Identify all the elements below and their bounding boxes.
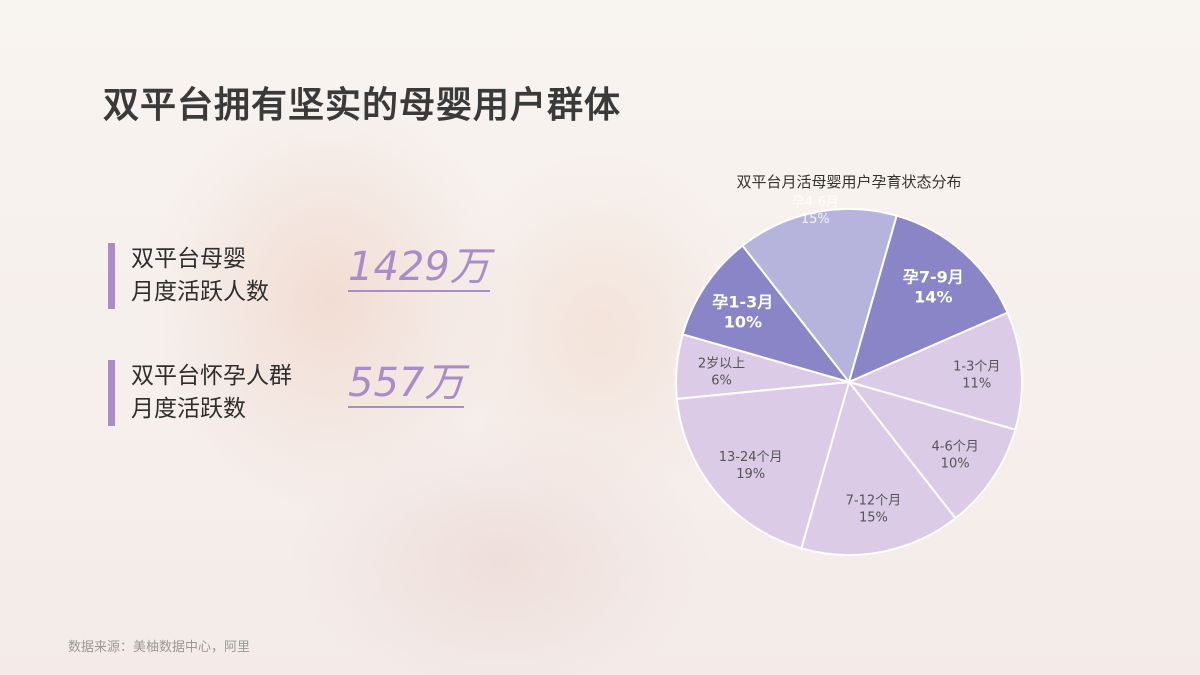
stat-label-line: 月度活跃人数 (131, 279, 269, 305)
slice-category-label: 7-12个月 (846, 494, 902, 509)
slice-percent-label: 6% (711, 373, 732, 388)
slice-category-label: 4-6个月 (932, 440, 979, 455)
slice-percent-label: 15% (859, 511, 888, 526)
slice-category-label: 孕7-9月 (903, 268, 964, 287)
stat-value-pregnancy: 557万 (348, 360, 465, 408)
stat-label-pregnancy: 双平台怀孕人群 月度活跃数 (108, 360, 292, 426)
slice-percent-label: 15% (801, 212, 830, 227)
slice-percent-label: 10% (724, 312, 762, 331)
slice-percent-label: 14% (914, 288, 952, 307)
pie-slice (675, 380, 851, 550)
page-title: 双平台拥有坚实的母婴用户群体 (103, 85, 622, 126)
pie-slice (741, 208, 898, 385)
slice-category-label: 2岁以上 (698, 356, 745, 371)
slice-category-label: 1-3个月 (953, 360, 1000, 375)
slice-category-label: 孕4-6月 (792, 195, 839, 210)
slice-percent-label: 10% (941, 457, 970, 472)
slice-category-label: 孕1-3月 (712, 292, 773, 311)
pie-slice (846, 311, 1023, 431)
stat-label-mother-baby: 双平台母婴 月度活跃人数 (108, 243, 269, 309)
stat-label-line: 月度活跃数 (131, 396, 246, 422)
pie-slice (800, 379, 957, 556)
stat-value-mother-baby: 1429万 (348, 244, 490, 292)
slice-percent-label: 11% (962, 377, 991, 392)
chart-title: 双平台月活母婴用户孕育状态分布 (736, 173, 961, 191)
pie-slice (681, 244, 852, 384)
slice-category-label: 13-24个月 (719, 450, 783, 465)
pie-slice (846, 380, 1017, 520)
pie-slice (847, 214, 1009, 384)
stat-label-line: 双平台母婴 (131, 246, 246, 272)
slice-percent-label: 19% (736, 467, 765, 482)
stat-label-line: 双平台怀孕人群 (131, 363, 292, 389)
data-source: 数据来源：美柚数据中心，阿里 (68, 640, 251, 655)
